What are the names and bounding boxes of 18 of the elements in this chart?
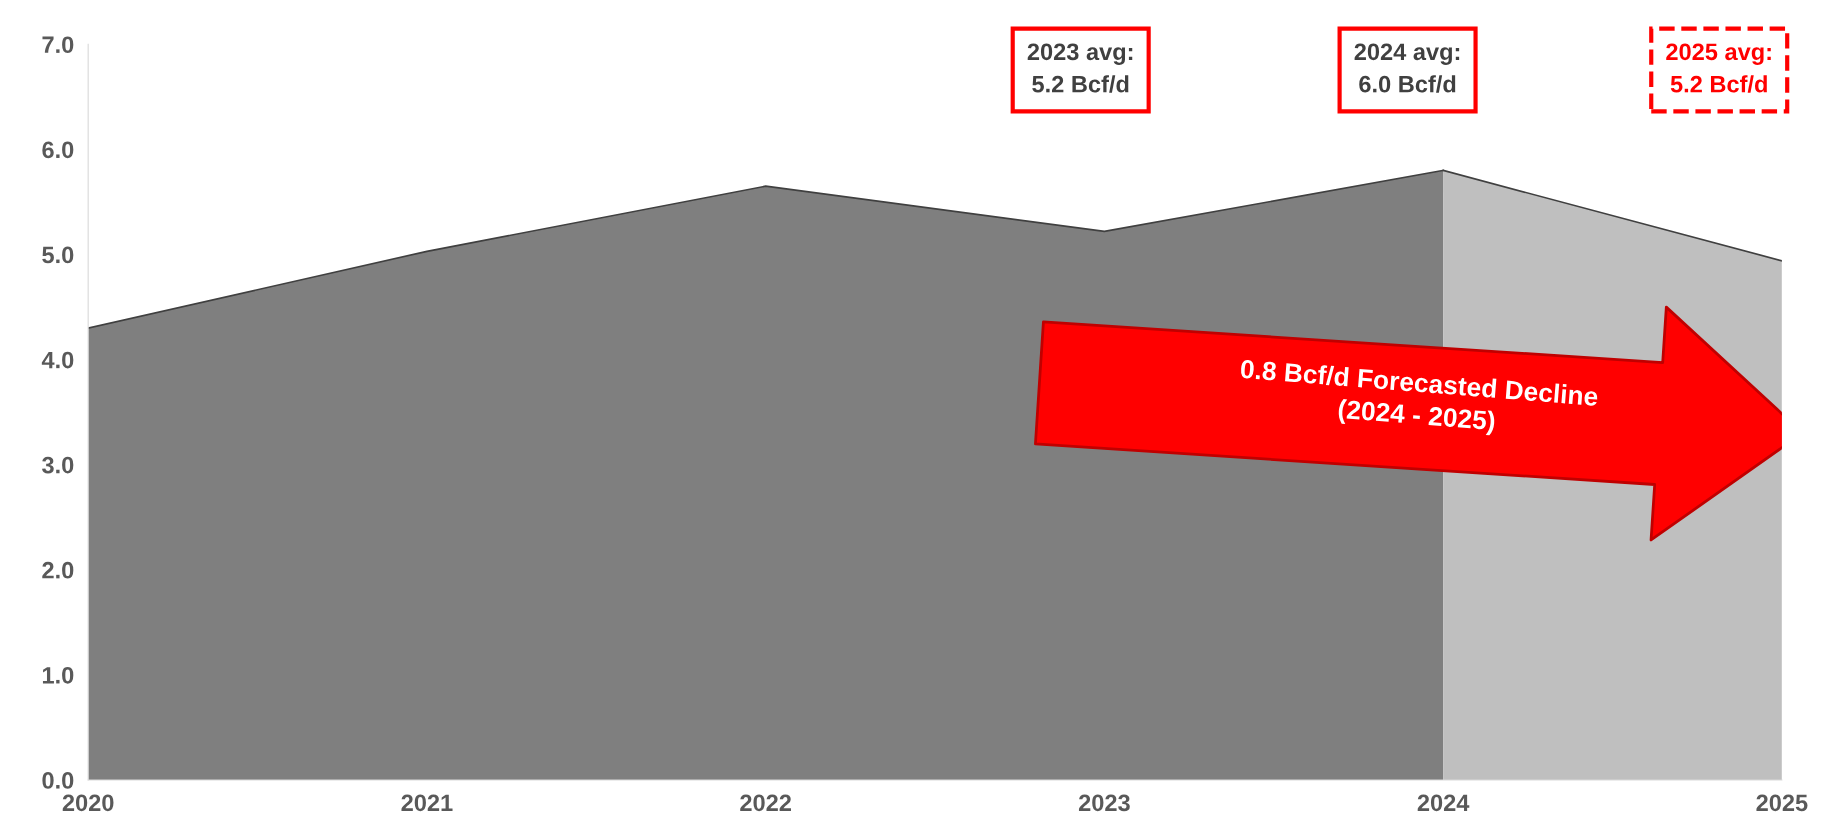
y-tick-label: 0.0 <box>42 772 74 789</box>
annotation: 2024 avg: 6.0 Bcf/d <box>1354 43 1460 93</box>
annotation: 2025 avg: 5.2 Bcf/d <box>1666 43 1771 93</box>
x-tick-label: 2023 <box>1078 794 1130 812</box>
x-tick-label: 2022 <box>740 794 791 812</box>
x-tick-label: 2021 <box>401 794 453 812</box>
y-tick-label: 3.0 <box>42 456 74 474</box>
y-tick-label: 7.0 <box>42 36 74 54</box>
annotation: 0.8 Bcf/d Forecasted Decline (2024 - 2025) <box>1240 358 1599 436</box>
annotation: 2023 avg: 5.2 Bcf/d <box>1027 43 1133 93</box>
y-tick-label: 6.0 <box>42 141 74 159</box>
x-tick-label: 2025 <box>1756 794 1808 812</box>
y-tick-label: 2.0 <box>42 561 74 579</box>
y-tick-label: 5.0 <box>42 246 74 264</box>
x-tick-label: 2024 <box>1417 794 1470 812</box>
x-tick-label: 2020 <box>62 794 114 812</box>
y-tick-label: 4.0 <box>41 351 74 369</box>
y-tick-label: 1.0 <box>42 666 74 684</box>
